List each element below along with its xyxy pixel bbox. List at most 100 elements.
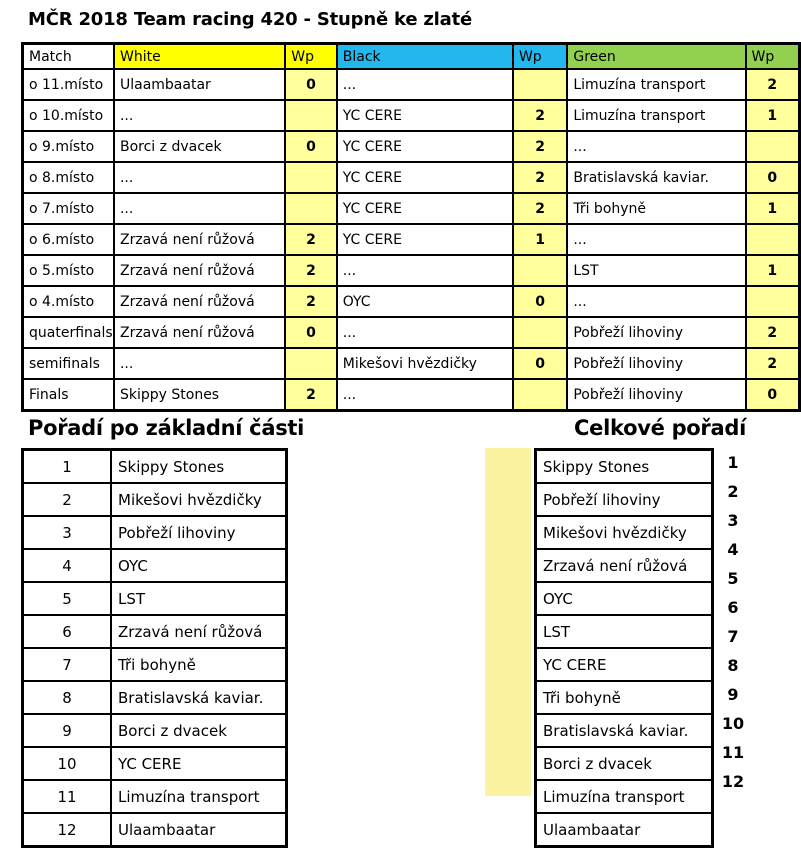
rank-cell: 5	[21, 581, 112, 616]
basic-standings-row: 8 Bratislavská kaviar.	[21, 680, 288, 715]
black-wp-cell: 2	[511, 130, 569, 163]
rank-cell: 9	[21, 713, 112, 748]
column-header-green: Green	[566, 42, 747, 70]
overall-standings-row: OYC	[534, 581, 714, 616]
match-row: o 5.místo Zrzavá není růžová 2... LST 1	[21, 254, 801, 287]
match-row: o 10.místo... YC CERE 2 Limuzína transport 1	[21, 99, 801, 132]
overall-standings-row: Bratislavská kaviar.	[534, 713, 714, 748]
white-team-cell: Zrzavá není růžová	[112, 285, 287, 318]
white-team-cell: Zrzavá není růžová	[112, 223, 287, 256]
overall-standings-row: Zrzavá není růžová	[534, 548, 714, 583]
match-row: o 8.místo... YC CERE 2 Bratislavská kaviar.…	[21, 161, 801, 194]
green-team-cell: ...	[566, 130, 747, 163]
column-header-wp: Wp	[284, 42, 338, 70]
black-team-cell: YC CERE	[335, 99, 514, 132]
black-team-cell: YC CERE	[335, 161, 514, 194]
white-wp-cell	[284, 99, 338, 132]
white-wp-cell: 2	[284, 378, 338, 412]
basic-standings-heading: Pořadí po základní části	[28, 416, 305, 440]
green-team-cell: LST	[566, 254, 747, 287]
black-wp-cell: 2	[511, 192, 569, 225]
team-cell: Tři bohyně	[534, 680, 714, 715]
overall-rank-number: 1	[727, 453, 739, 472]
match-cell: semifinals	[21, 347, 115, 380]
match-table-body: o 11.místo Ulaambaatar 0... Limuzína transp…	[21, 68, 801, 412]
page-title: MČR 2018 Team racing 420 - Stupně ke zla…	[28, 9, 473, 30]
white-team-cell: Zrzavá není růžová	[112, 316, 287, 349]
column-header-white: White	[112, 42, 287, 70]
team-cell: Borci z dvacek	[110, 713, 288, 748]
white-wp-cell: 2	[284, 285, 338, 318]
basic-standings-table: 1 Skippy Stones 2 Mikešovi hvězdičky 3 Pobřež…	[21, 448, 288, 848]
match-cell: o 10.místo	[21, 99, 115, 132]
basic-standings-row: 7 Tři bohyně	[21, 647, 288, 682]
rank-cell: 7	[21, 647, 112, 682]
white-team-cell: ...	[112, 99, 287, 132]
overall-rank-number: 12	[721, 772, 745, 791]
team-cell: Skippy Stones	[110, 448, 288, 484]
basic-standings-row: 2 Mikešovi hvězdičky	[21, 482, 288, 517]
match-table-header: Match White Wp Black Wp Green Wp	[21, 42, 801, 70]
overall-standings-row: Ulaambaatar	[534, 812, 714, 848]
green-team-cell: ...	[566, 223, 747, 256]
green-team-cell: Bratislavská kaviar.	[566, 161, 747, 194]
match-cell: o 5.místo	[21, 254, 115, 287]
rank-cell: 2	[21, 482, 112, 517]
white-wp-cell: 0	[284, 316, 338, 349]
overall-rank-number: 11	[721, 743, 745, 762]
team-cell: Pobřeží lihoviny	[534, 482, 714, 517]
basic-standings-row: 6 Zrzavá není růžová	[21, 614, 288, 649]
green-wp-cell: 1	[744, 192, 801, 225]
basic-standings-row: 9 Borci z dvacek	[21, 713, 288, 748]
white-team-cell: ...	[112, 161, 287, 194]
black-team-cell: Mikešovi hvězdičky	[335, 347, 514, 380]
match-row: Finals Skippy Stones 2... Pobřeží lihoviny 0	[21, 378, 801, 412]
basic-standings-row: 5 LST	[21, 581, 288, 616]
green-wp-cell: 0	[744, 161, 801, 194]
team-cell: Limuzína transport	[110, 779, 288, 814]
team-cell: Skippy Stones	[534, 448, 714, 484]
green-wp-cell	[744, 223, 801, 256]
black-wp-cell	[511, 254, 569, 287]
team-cell: LST	[534, 614, 714, 649]
overall-rank-number: 10	[721, 714, 745, 733]
rank-cell: 4	[21, 548, 112, 583]
basic-standings-row: 11 Limuzína transport	[21, 779, 288, 814]
overall-standings-row: Limuzína transport	[534, 779, 714, 814]
rank-cell: 1	[21, 448, 112, 484]
match-cell: o 9.místo	[21, 130, 115, 163]
green-wp-cell: 1	[744, 99, 801, 132]
black-team-cell: ...	[335, 316, 514, 349]
overall-standings-row: Pobřeží lihoviny	[534, 482, 714, 517]
match-cell: o 11.místo	[21, 68, 115, 101]
white-team-cell: Ulaambaatar	[112, 68, 287, 101]
overall-rank-number: 5	[727, 569, 739, 588]
team-cell: Limuzína transport	[534, 779, 714, 814]
match-row: semifinals... Mikešovi hvězdičky 0 Pobřeží …	[21, 347, 801, 380]
green-wp-cell: 0	[744, 378, 801, 412]
white-wp-cell	[284, 161, 338, 194]
team-cell: Borci z dvacek	[534, 746, 714, 781]
match-row: o 11.místo Ulaambaatar 0... Limuzína transp…	[21, 68, 801, 101]
overall-standings-row: Tři bohyně	[534, 680, 714, 715]
white-wp-cell: 0	[284, 130, 338, 163]
green-team-cell: Pobřeží lihoviny	[566, 347, 747, 380]
white-wp-cell: 0	[284, 68, 338, 101]
team-cell: Pobřeží lihoviny	[110, 515, 288, 550]
green-wp-cell	[744, 285, 801, 318]
white-wp-cell: 2	[284, 223, 338, 256]
match-cell: o 7.místo	[21, 192, 115, 225]
black-wp-cell: 2	[511, 99, 569, 132]
overall-standings-ranks: 1 2 3 4 5 6 7 8 9 10 11 12	[705, 448, 761, 796]
white-wp-cell: 2	[284, 254, 338, 287]
team-cell: Tři bohyně	[110, 647, 288, 682]
team-cell: Ulaambaatar	[110, 812, 288, 848]
white-team-cell: Skippy Stones	[112, 378, 287, 412]
overall-rank-number: 7	[727, 627, 739, 646]
match-row: o 9.místo Borci z dvacek 0 YC CERE 2...	[21, 130, 801, 163]
green-team-cell: Limuzína transport	[566, 99, 747, 132]
match-cell: Finals	[21, 378, 115, 412]
white-wp-cell	[284, 347, 338, 380]
team-cell: YC CERE	[110, 746, 288, 781]
overall-standings-row: Mikešovi hvězdičky	[534, 515, 714, 550]
